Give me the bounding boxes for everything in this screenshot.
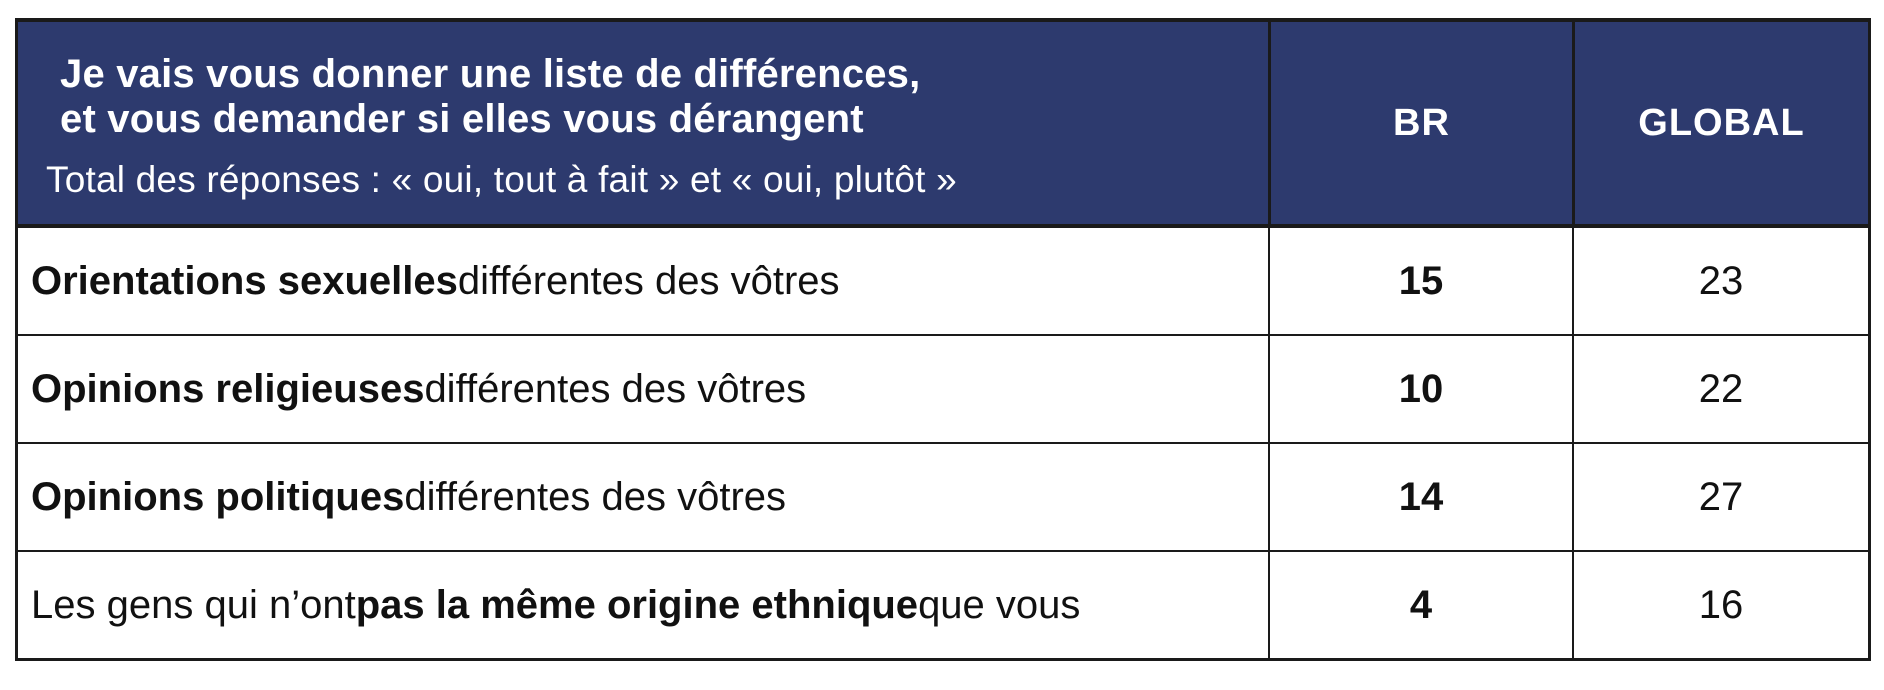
row-label-bold: pas la même origine ethnique [355,582,919,627]
column-header-br: BR [1268,22,1572,224]
row-label-suffix: différentes des vôtres [457,258,840,303]
table-subtitle: Total des réponses : « oui, tout à fait … [46,158,957,200]
table-row: Les gens qui n’ont pas la même origine e… [18,552,1868,658]
table-row: Opinions religieuses différentes des vôt… [18,336,1868,444]
survey-results-table: Je vais vous donner une liste de différe… [15,18,1871,661]
row-value-global: 27 [1572,444,1868,550]
row-value-global: 16 [1572,552,1868,658]
row-value-global: 22 [1572,336,1868,442]
table-header-row: Je vais vous donner une liste de différe… [18,22,1868,228]
row-label-suffix: que vous [918,582,1081,627]
row-label: Les gens qui n’ont pas la même origine e… [18,552,1268,658]
question-header-cell: Je vais vous donner une liste de différe… [18,22,1268,224]
row-value-br: 4 [1268,552,1572,658]
row-label: Opinions religieuses différentes des vôt… [18,336,1268,442]
row-label: Opinions politiques différentes des vôtr… [18,444,1268,550]
row-value-br: 14 [1268,444,1572,550]
row-label-suffix: différentes des vôtres [424,366,807,411]
table-row: Opinions politiques différentes des vôtr… [18,444,1868,552]
row-value-br: 10 [1268,336,1572,442]
row-value-global: 23 [1572,228,1868,334]
row-label: Orientations sexuelles différentes des v… [18,228,1268,334]
row-label-bold: Opinions politiques [31,474,405,519]
row-label-prefix: Les gens qui n’ont [31,582,356,627]
row-label-bold: Orientations sexuelles [31,258,458,303]
column-header-global: GLOBAL [1572,22,1868,224]
table-row: Orientations sexuelles différentes des v… [18,228,1868,336]
table-title: Je vais vous donner une liste de différe… [46,52,1248,142]
table-title-line2: et vous demander si elles vous dérangent [60,96,864,141]
table-title-line1: Je vais vous donner une liste de différe… [60,52,921,96]
row-value-br: 15 [1268,228,1572,334]
row-label-suffix: différentes des vôtres [404,474,787,519]
row-label-bold: Opinions religieuses [31,366,425,411]
